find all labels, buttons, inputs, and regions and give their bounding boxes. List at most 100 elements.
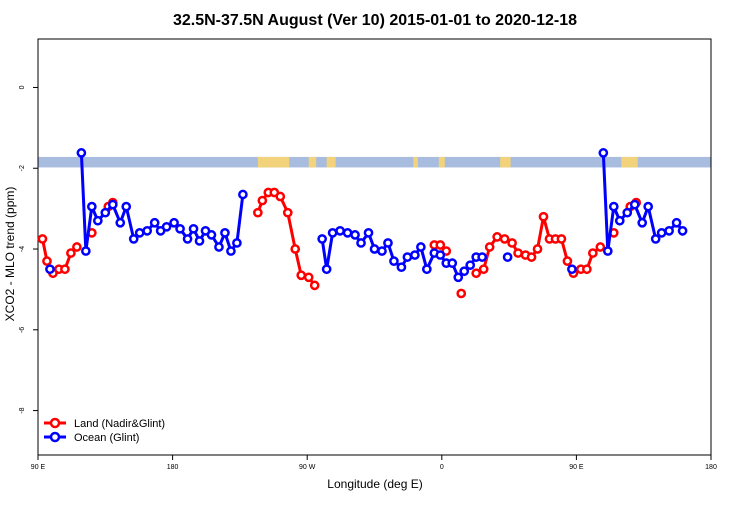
data-point-land [484,242,495,252]
legend-label-land: Land (Nadir&Glint) [74,418,165,430]
data-point-ocean [567,264,577,275]
data-point-ocean [161,221,172,232]
data-point-ocean [188,223,199,234]
data-point-ocean [194,236,205,246]
data-point-ocean [650,234,661,244]
series-line-ocean [79,152,245,253]
data-point-land [582,264,592,275]
data-point-ocean [671,217,682,228]
legend-item-ocean: Ocean (Glint) [44,431,139,444]
data-point-ocean [608,201,619,212]
y-tick-label: -6 [19,327,26,333]
data-point-land [37,234,48,244]
x-axis-label: Longitude (deg E) [327,477,422,491]
data-point-ocean [637,217,648,228]
x-tick-label: 90 W [299,464,316,471]
data-point-ocean [402,252,413,262]
data-point-ocean [169,217,179,228]
data-point-land [435,240,446,250]
legend-marker-land [49,417,61,429]
data-point-land [595,242,606,252]
data-point-land [478,264,489,275]
series-line-land [256,190,316,287]
data-point-ocean [317,234,328,244]
data-point-ocean [76,148,87,158]
data-point-land [72,242,82,252]
data-point-ocean [214,242,224,252]
data-point-land [538,211,549,222]
data-point-ocean [350,230,360,240]
y-tick-label: -4 [19,246,26,252]
data-point-ocean [149,217,160,228]
data-point-land [257,195,268,206]
data-point-ocean [643,201,654,212]
data-point-ocean [656,228,667,238]
data-point-ocean [121,201,132,212]
x-tick-label: 180 [167,464,179,471]
data-point-ocean [142,225,153,236]
data-point-ocean [342,228,353,238]
data-point-land [309,280,320,291]
x-tick-label: 0 [440,464,444,471]
legend-label-ocean: Ocean (Glint) [74,432,139,444]
y-axis-label: XCO2 - MLO trend (ppm) [3,187,17,322]
data-point-ocean [389,256,399,266]
data-point-land [532,244,543,254]
data-point-ocean [598,148,609,158]
data-point-ocean [383,238,393,248]
data-point-ocean [363,228,374,238]
x-tick-label: 180 [705,464,717,471]
band-land-segment [413,156,418,168]
band-land-segment [308,156,317,168]
data-point-ocean [226,246,236,256]
data-point-land [60,264,70,275]
series-group [37,148,688,299]
data-point-land [507,238,517,248]
data-point-land [456,288,467,299]
data-point-ocean [92,215,103,226]
data-point-ocean [453,272,464,283]
data-point-ocean [502,252,513,262]
x-tick-label: 90 E [569,464,584,471]
chart-title: 32.5N-37.5N August (Ver 10) 2015-01-01 t… [173,12,577,29]
plot-frame [37,38,712,456]
data-point-ocean [182,234,193,244]
data-point-ocean [614,215,625,226]
data-point-ocean [477,252,488,262]
data-point-land [471,268,482,279]
data-point-land [588,248,598,258]
data-point-ocean [465,260,476,271]
data-point-ocean [459,266,470,277]
y-tick-label: -2 [19,165,26,171]
data-point-land [252,207,263,218]
data-point-ocean [356,238,366,248]
data-point-ocean [81,246,91,256]
y-tick-label: -8 [19,407,26,413]
data-point-land [562,256,573,266]
data-point-ocean [128,234,139,244]
data-point-land [499,234,510,244]
y-tick-label: 0 [19,85,26,89]
data-point-ocean [602,246,613,256]
data-point-land [282,207,293,218]
data-point-ocean [321,264,332,275]
data-point-land [513,248,523,258]
data-point-ocean [447,258,458,269]
data-point-ocean [369,244,380,254]
band-land-segment [326,156,336,168]
data-point-land [526,252,537,262]
data-point-ocean [377,246,387,256]
data-point-land [556,234,567,244]
legend-marker-ocean [49,431,61,443]
data-point-land [275,191,286,202]
data-point-land [303,272,314,283]
data-point-ocean [115,217,126,228]
band-land-segment [500,156,511,168]
series-ocean [45,148,688,283]
data-point-ocean [232,238,242,248]
data-point-land [42,256,52,266]
data-point-ocean [175,223,185,234]
band-land-segment [621,156,638,168]
x-tick-label: 90 E [31,464,46,471]
